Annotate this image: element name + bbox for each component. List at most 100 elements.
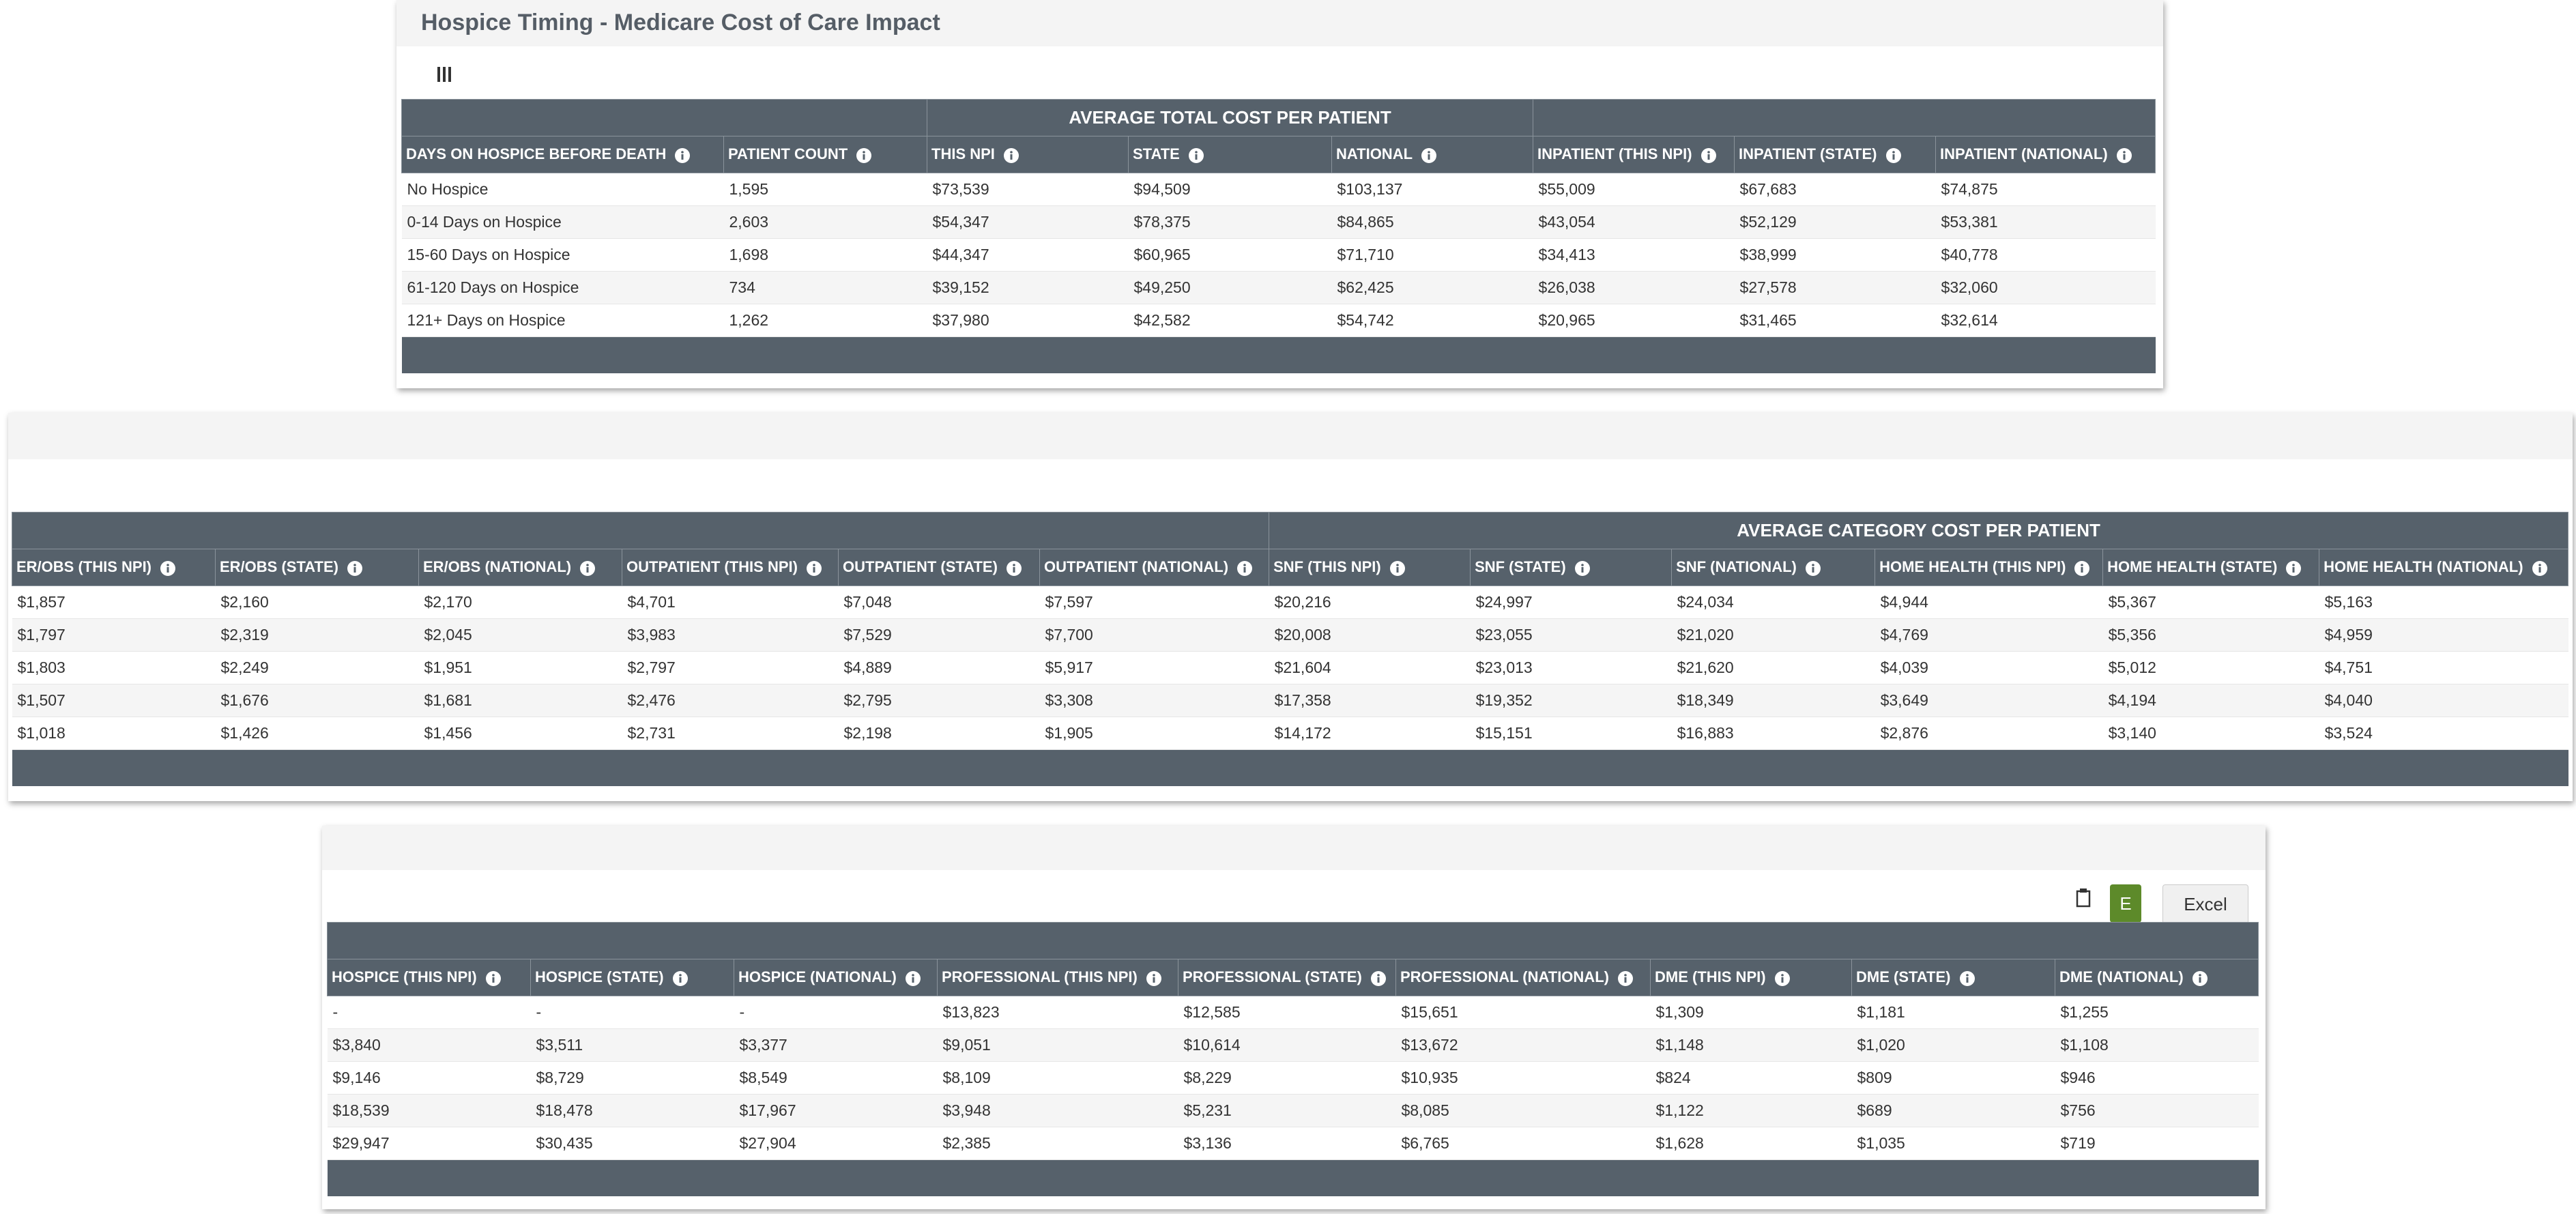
column-header[interactable]: SNF (NATIONAL) bbox=[1671, 549, 1876, 586]
column-header-text: HOSPICE (NATIONAL) bbox=[738, 968, 897, 986]
column-header[interactable]: PROFESSIONAL (NATIONAL) bbox=[1395, 959, 1651, 996]
table-cell: $17,358 bbox=[1269, 684, 1471, 717]
info-icon[interactable] bbox=[1370, 970, 1387, 987]
info-icon[interactable] bbox=[2074, 560, 2090, 577]
info-icon[interactable] bbox=[2116, 147, 2132, 164]
column-header[interactable]: HOME HEALTH (THIS NPI) bbox=[1875, 549, 2104, 586]
info-icon[interactable] bbox=[1006, 560, 1022, 577]
table-cell: $40,778 bbox=[1935, 238, 2156, 272]
column-header[interactable]: HOSPICE (THIS NPI) bbox=[327, 959, 531, 996]
group-header-empty bbox=[11, 512, 1270, 549]
info-icon[interactable] bbox=[2192, 970, 2208, 987]
column-header-text: THIS NPI bbox=[931, 145, 995, 163]
info-icon[interactable] bbox=[1959, 970, 1976, 987]
column-header[interactable]: INPATIENT (THIS NPI) bbox=[1533, 136, 1735, 173]
column-header[interactable]: STATE bbox=[1128, 136, 1332, 173]
info-icon[interactable] bbox=[1188, 147, 1204, 164]
info-icon[interactable] bbox=[1805, 560, 1821, 577]
table-cell: $5,163 bbox=[2319, 586, 2568, 619]
e-button[interactable]: E bbox=[2110, 884, 2141, 923]
info-icon[interactable] bbox=[579, 560, 596, 577]
column-header[interactable]: DAYS ON HOSPICE BEFORE DEATH bbox=[401, 136, 724, 173]
info-icon[interactable] bbox=[485, 970, 502, 987]
info-icon[interactable] bbox=[672, 970, 689, 987]
info-icon[interactable] bbox=[674, 147, 691, 164]
table-cell: $4,040 bbox=[2319, 684, 2568, 717]
info-icon[interactable] bbox=[1236, 560, 1253, 577]
table-cell: $4,194 bbox=[2102, 684, 2319, 717]
column-header-text: INPATIENT (THIS NPI) bbox=[1537, 145, 1692, 163]
info-icon[interactable] bbox=[856, 147, 872, 164]
table-cell: $20,965 bbox=[1533, 304, 1735, 337]
info-icon[interactable] bbox=[806, 560, 822, 577]
column-header[interactable]: PROFESSIONAL (STATE) bbox=[1178, 959, 1396, 996]
table-cell: $34,413 bbox=[1533, 238, 1735, 272]
column-header[interactable]: ER/OBS (NATIONAL) bbox=[418, 549, 622, 586]
column-header[interactable]: HOME HEALTH (STATE) bbox=[2102, 549, 2320, 586]
info-icon[interactable] bbox=[1389, 560, 1406, 577]
table-cell: $73,539 bbox=[927, 173, 1129, 206]
column-header[interactable]: OUTPATIENT (THIS NPI) bbox=[622, 549, 839, 586]
table-cell: $3,948 bbox=[937, 1094, 1178, 1127]
info-icon[interactable] bbox=[1574, 560, 1591, 577]
excel-button[interactable]: Excel bbox=[2162, 884, 2248, 924]
table-cell: $26,038 bbox=[1533, 271, 1735, 304]
table-cell: 121+ Days on Hospice bbox=[401, 304, 724, 337]
table-cell: $3,308 bbox=[1039, 684, 1269, 717]
table-head: AVERAGE CATEGORY COST PER PATIENT ER/OBS … bbox=[11, 512, 2569, 586]
table-cell: $44,347 bbox=[927, 238, 1129, 272]
table-body: $1,857 $2,160 $2,170 $4,701 $7,048 $7,597 $20,… bbox=[12, 586, 2568, 786]
table-cell: $18,349 bbox=[1671, 684, 1875, 717]
table-cell: $824 bbox=[1650, 1061, 1852, 1095]
column-header[interactable]: THIS NPI bbox=[927, 136, 1129, 173]
info-icon[interactable] bbox=[1774, 970, 1791, 987]
info-icon[interactable] bbox=[905, 970, 921, 987]
column-header[interactable]: INPATIENT (NATIONAL) bbox=[1935, 136, 2156, 173]
table-cell: $5,231 bbox=[1178, 1094, 1396, 1127]
column-header[interactable]: OUTPATIENT (NATIONAL) bbox=[1039, 549, 1270, 586]
column-header[interactable]: ER/OBS (THIS NPI) bbox=[12, 549, 216, 586]
table-cell: $30,435 bbox=[530, 1127, 734, 1160]
table-cell: $7,048 bbox=[838, 586, 1040, 619]
table-cell: $52,129 bbox=[1734, 205, 1936, 239]
column-header-text: OUTPATIENT (STATE) bbox=[843, 558, 998, 576]
group-header-row bbox=[326, 922, 2259, 959]
footer-row bbox=[327, 1159, 2259, 1196]
header-row: HOSPICE (THIS NPI) HOSPICE (STATE) HOSPICE… bbox=[327, 959, 2259, 996]
column-header[interactable]: SNF (THIS NPI) bbox=[1269, 549, 1471, 586]
column-header[interactable]: DME (NATIONAL) bbox=[2054, 959, 2259, 996]
column-header[interactable]: OUTPATIENT (STATE) bbox=[838, 549, 1040, 586]
column-header[interactable]: INPATIENT (STATE) bbox=[1734, 136, 1937, 173]
column-header[interactable]: DME (THIS NPI) bbox=[1650, 959, 1852, 996]
table-cell: $2,731 bbox=[622, 717, 839, 750]
info-icon[interactable] bbox=[1701, 147, 1717, 164]
info-icon[interactable] bbox=[1421, 147, 1437, 164]
column-header[interactable]: PROFESSIONAL (THIS NPI) bbox=[937, 959, 1178, 996]
column-header[interactable]: HOME HEALTH (NATIONAL) bbox=[2319, 549, 2569, 586]
info-icon[interactable] bbox=[1885, 147, 1902, 164]
copy-icon[interactable] bbox=[2073, 887, 2094, 909]
info-icon[interactable] bbox=[1146, 970, 1162, 987]
table-cell: - bbox=[530, 996, 734, 1029]
info-icon[interactable] bbox=[160, 560, 176, 577]
column-header[interactable]: NATIONAL bbox=[1331, 136, 1534, 173]
info-icon[interactable] bbox=[2285, 560, 2302, 577]
table-cell: $39,152 bbox=[927, 271, 1129, 304]
column-header[interactable]: PATIENT COUNT bbox=[723, 136, 927, 173]
column-header[interactable]: ER/OBS (STATE) bbox=[215, 549, 419, 586]
column-header[interactable]: SNF (STATE) bbox=[1470, 549, 1673, 586]
table-cell: $5,356 bbox=[2102, 618, 2319, 652]
table-cell: $74,875 bbox=[1935, 173, 2156, 206]
column-header[interactable]: HOSPICE (STATE) bbox=[530, 959, 734, 996]
table-cell: $6,765 bbox=[1395, 1127, 1651, 1160]
table-cell: $15,651 bbox=[1395, 996, 1651, 1029]
table-cell: $1,018 bbox=[12, 717, 216, 750]
info-icon[interactable] bbox=[1003, 147, 1019, 164]
column-header[interactable]: DME (STATE) bbox=[1851, 959, 2055, 996]
info-icon[interactable] bbox=[1617, 970, 1634, 987]
table-cell: $31,465 bbox=[1734, 304, 1936, 337]
info-icon[interactable] bbox=[2532, 560, 2548, 577]
column-header[interactable]: HOSPICE (NATIONAL) bbox=[734, 959, 938, 996]
column-toggle-icon[interactable] bbox=[435, 64, 455, 85]
info-icon[interactable] bbox=[347, 560, 363, 577]
